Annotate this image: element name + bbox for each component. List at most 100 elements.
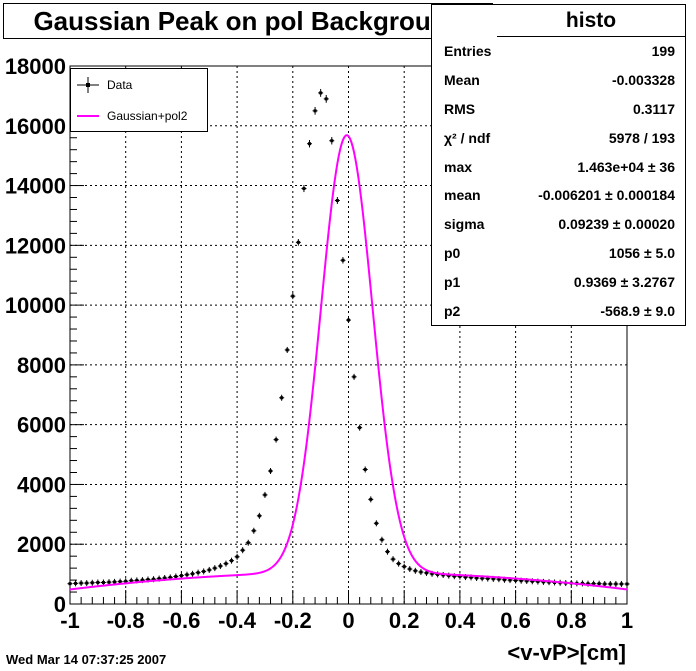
- legend-label-fit: Gaussian+pol2: [107, 109, 188, 123]
- x-tick-label: -1: [60, 608, 80, 633]
- stats-header-wrap: histo: [432, 5, 685, 37]
- y-tick-label: 16000: [5, 114, 66, 139]
- data-point-marker: [486, 577, 490, 581]
- data-point: [384, 548, 390, 555]
- data-point-marker: [257, 514, 261, 518]
- data-point: [624, 580, 630, 587]
- data-point-marker: [230, 559, 234, 563]
- data-point-marker: [135, 578, 139, 582]
- x-tick-label: -0.6: [162, 608, 200, 633]
- legend-item-data: Data: [71, 75, 132, 95]
- data-point: [357, 424, 363, 431]
- y-tick-label: 10000: [5, 293, 66, 318]
- data-point: [329, 136, 335, 145]
- data-point: [201, 568, 207, 575]
- data-point: [190, 570, 196, 577]
- data-point-marker: [269, 469, 273, 473]
- data-point-marker: [614, 582, 618, 586]
- data-point-marker: [90, 581, 94, 585]
- data-point: [301, 185, 307, 193]
- data-point-marker: [263, 493, 267, 497]
- data-point-marker: [397, 562, 401, 566]
- data-point: [256, 512, 262, 519]
- data-point-marker: [508, 578, 512, 582]
- data-point-marker: [74, 581, 78, 585]
- data-point-marker: [491, 577, 495, 581]
- x-tick-label: 0: [342, 608, 354, 633]
- data-point-marker: [419, 570, 423, 574]
- y-tick-label: 4000: [17, 472, 66, 497]
- data-point: [234, 553, 240, 560]
- data-point: [295, 239, 301, 246]
- data-point-marker: [408, 567, 412, 571]
- data-point-marker: [391, 557, 395, 561]
- fit-series: [69, 134, 628, 591]
- stats-value: -0.006201 ± 0.000184: [538, 187, 675, 204]
- data-point-marker: [113, 580, 117, 584]
- stats-row: mean -0.006201 ± 0.000184: [432, 181, 685, 210]
- stats-row: sigma 0.09239 ± 0.00020: [432, 210, 685, 239]
- data-point: [73, 580, 79, 587]
- data-point: [240, 547, 246, 554]
- data-point: [217, 563, 223, 570]
- data-point: [100, 579, 106, 586]
- data-point: [262, 491, 268, 498]
- stats-label: χ² / ndf: [444, 129, 491, 146]
- data-point-marker: [68, 582, 72, 586]
- data-point-marker: [424, 571, 428, 575]
- stats-row: Mean -0.003328: [432, 66, 685, 95]
- data-point: [245, 539, 251, 546]
- stats-label: max: [444, 158, 473, 175]
- data-point-marker: [586, 582, 590, 586]
- stats-label: p2: [444, 302, 461, 319]
- data-point-marker: [330, 139, 334, 143]
- data-point: [223, 560, 229, 567]
- data-point: [284, 346, 290, 353]
- data-point-marker: [341, 258, 345, 262]
- x-tick-label: 0.6: [500, 608, 531, 633]
- data-point-marker: [436, 572, 440, 576]
- stats-row: p1 0.9369 ± 3.2767: [432, 267, 685, 296]
- data-point: [390, 556, 396, 563]
- fit-curve: [69, 134, 628, 591]
- data-point: [351, 373, 357, 380]
- data-point-marker: [202, 569, 206, 573]
- data-point-marker: [85, 581, 89, 585]
- data-point-marker: [352, 375, 356, 379]
- data-point-marker: [497, 577, 501, 581]
- data-point: [396, 560, 402, 567]
- data-point-marker: [597, 582, 601, 586]
- data-point-marker: [296, 240, 300, 244]
- data-point-marker: [413, 569, 417, 573]
- data-point-marker: [224, 562, 228, 566]
- data-point-marker: [157, 577, 161, 581]
- data-point: [362, 466, 368, 473]
- data-point-marker: [541, 580, 545, 584]
- data-point-marker: [302, 187, 306, 191]
- data-point: [67, 580, 73, 587]
- data-point-marker: [319, 91, 323, 95]
- data-point-marker: [291, 294, 295, 298]
- data-point-marker: [152, 577, 156, 581]
- data-point: [340, 257, 346, 264]
- stats-value: -0.003328: [611, 72, 675, 89]
- fit-line-icon: [71, 106, 105, 126]
- data-point-marker: [207, 568, 211, 572]
- data-point: [401, 563, 407, 570]
- chart-title: Gaussian Peak on pol Background: [3, 3, 493, 39]
- data-point: [212, 565, 218, 572]
- data-point-marker: [363, 468, 367, 471]
- data-point-marker: [608, 582, 612, 586]
- stats-label: RMS: [444, 100, 476, 117]
- data-point: [229, 557, 235, 564]
- stats-value: 0.3117: [632, 100, 675, 117]
- stats-label: p0: [444, 244, 461, 261]
- stats-row: RMS 0.3117: [432, 95, 685, 124]
- data-point: [268, 467, 274, 474]
- y-tick-label: 12000: [5, 233, 66, 258]
- data-point-marker: [280, 396, 284, 400]
- data-point-marker: [246, 541, 250, 545]
- data-point-marker: [463, 575, 467, 579]
- data-point: [307, 139, 313, 148]
- data-point: [323, 94, 329, 103]
